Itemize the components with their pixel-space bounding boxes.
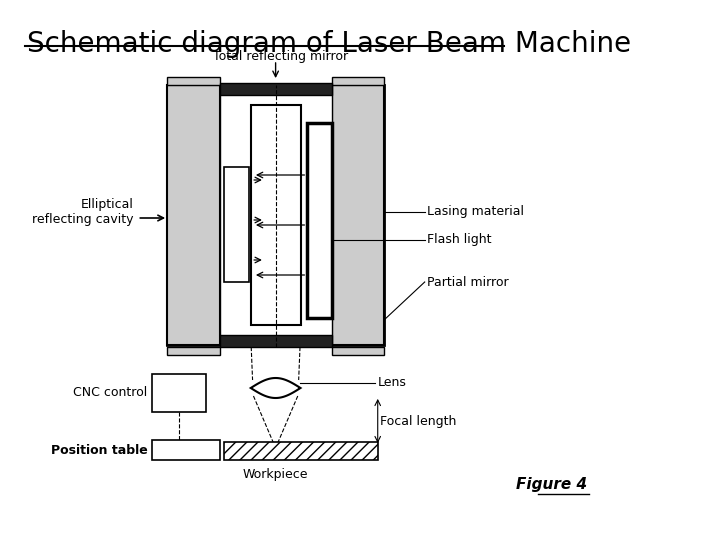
Text: Total reflecting mirror: Total reflecting mirror	[212, 50, 348, 63]
Bar	[167, 77, 220, 85]
Text: Flash light: Flash light	[426, 233, 491, 246]
Text: Partial mirror: Partial mirror	[426, 275, 508, 288]
Text: Position table: Position table	[50, 443, 148, 456]
Polygon shape	[251, 378, 300, 398]
Bar	[152, 440, 220, 460]
Text: Workpiece: Workpiece	[243, 468, 308, 481]
Bar	[220, 85, 332, 345]
Bar	[167, 85, 220, 345]
Bar	[220, 335, 332, 347]
Bar	[220, 83, 332, 95]
Text: Lens: Lens	[378, 376, 407, 389]
Text: CNC control: CNC control	[73, 387, 148, 400]
Bar	[224, 167, 249, 282]
Text: Schematic diagram of Laser Beam Machine: Schematic diagram of Laser Beam Machine	[27, 30, 631, 58]
Text: Lasing material: Lasing material	[426, 206, 523, 219]
Bar	[167, 347, 220, 355]
Bar	[332, 85, 384, 345]
Text: Elliptical
reflecting cavity: Elliptical reflecting cavity	[32, 198, 134, 226]
Bar	[251, 105, 301, 325]
Text: Figure 4: Figure 4	[516, 477, 588, 492]
Bar	[224, 442, 378, 460]
Bar	[332, 347, 384, 355]
Bar	[152, 374, 206, 412]
Bar	[167, 85, 384, 345]
Text: Focal length: Focal length	[380, 415, 456, 428]
Bar	[332, 77, 384, 85]
Bar	[307, 123, 332, 318]
